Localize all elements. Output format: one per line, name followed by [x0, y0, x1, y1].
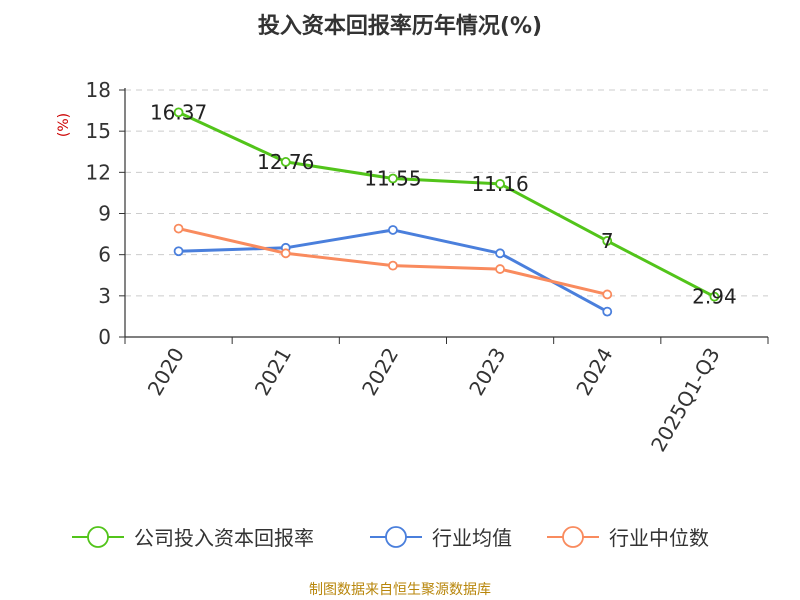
- legend-label: 行业中位数: [609, 526, 709, 550]
- data-labels: 16.37 12.76 11.55 11.16 7 2.94: [150, 100, 737, 308]
- data-point: [602, 236, 613, 246]
- x-tick-label: 2024: [571, 344, 617, 400]
- data-label: 2.94: [692, 285, 737, 309]
- y-tick-labels: 0 3 6 9 12 15 18: [86, 78, 111, 349]
- data-label: 11.55: [364, 167, 421, 191]
- axes: [119, 88, 769, 344]
- data-point: [709, 291, 720, 302]
- y-axis-label: (%): [56, 113, 72, 137]
- data-label: 12.76: [257, 150, 314, 174]
- legend-marker: [385, 526, 407, 548]
- data-label: 16.37: [150, 100, 207, 124]
- data-point: [388, 173, 398, 184]
- x-tick-label: 2022: [357, 344, 403, 400]
- data-point: [602, 306, 613, 317]
- data-point: [388, 225, 398, 235]
- y-tick-label: 9: [98, 202, 111, 226]
- series-group: [173, 107, 720, 317]
- x-tick-label: 2023: [464, 344, 510, 400]
- legend: 公司投入资本回报率 行业均值 行业中位数: [72, 526, 709, 550]
- y-tick-label: 18: [86, 78, 111, 102]
- data-point: [280, 157, 291, 167]
- x-tick-label: 2025Q1-Q3: [646, 344, 725, 456]
- chart-title: 投入资本回报率历年情况(%): [258, 13, 542, 39]
- y-tick-label: 0: [98, 325, 111, 349]
- legend-label: 公司投入资本回报率: [134, 526, 314, 550]
- legend-marker: [87, 526, 109, 548]
- data-point: [602, 289, 613, 300]
- data-point: [173, 223, 184, 234]
- data-label: 7: [601, 229, 614, 253]
- data-point: [388, 260, 398, 271]
- legend-item-2: 行业中位数: [547, 526, 709, 550]
- data-point: [495, 264, 505, 274]
- data-point: [173, 107, 184, 118]
- legend-label: 行业均值: [432, 526, 512, 550]
- y-tick-label: 3: [98, 284, 111, 308]
- data-point: [280, 248, 291, 259]
- data-label: 11.16: [471, 172, 528, 196]
- gridlines: [125, 89, 768, 297]
- y-tick-label: 12: [86, 160, 111, 184]
- x-tick-labels: 2020 2021 2022 2023 2024 2025Q1-Q3: [143, 344, 725, 456]
- legend-marker: [562, 526, 584, 548]
- legend-item-0: 公司投入资本回报率: [72, 526, 314, 550]
- y-tick-label: 15: [86, 119, 111, 143]
- data-point: [495, 178, 505, 189]
- x-tick-label: 2020: [143, 344, 189, 400]
- data-point: [495, 248, 505, 259]
- x-tick-label: 2021: [250, 344, 296, 400]
- data-point: [173, 246, 184, 257]
- legend-item-1: 行业均值: [370, 526, 512, 550]
- source-note: 制图数据来自恒生聚源数据库: [309, 582, 491, 598]
- y-tick-label: 6: [98, 243, 111, 267]
- series-line-0: [177, 111, 716, 298]
